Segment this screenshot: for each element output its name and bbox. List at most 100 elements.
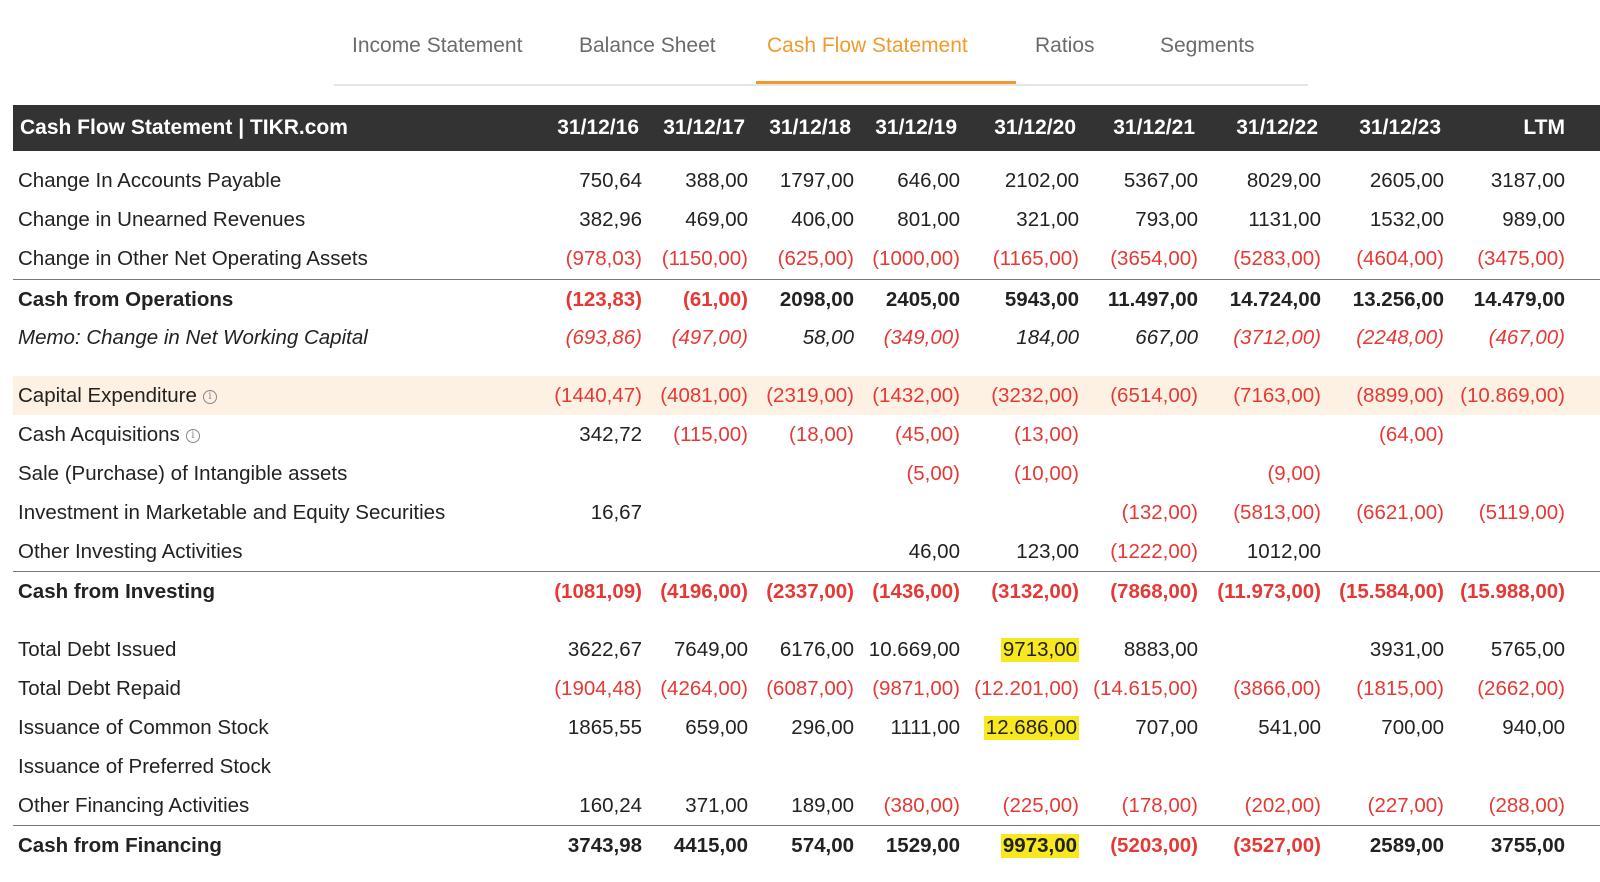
table-cell: (3527,00)	[1233, 834, 1321, 857]
table-row[interactable]: Cash from Financing 3743,98 4415,00 574,00 1…	[13, 825, 1600, 864]
tab-balance-sheet[interactable]: Balance Sheet	[579, 34, 716, 57]
table-cell: (625,00)	[777, 247, 854, 270]
table-cell: 9713,00	[1000, 638, 1079, 662]
column-header[interactable]: 31/12/20	[994, 116, 1076, 139]
info-icon[interactable]: i	[202, 389, 217, 404]
table-cell: (4196,00)	[660, 580, 748, 603]
table-cell: (11.973,00)	[1217, 580, 1321, 603]
row-label-text: Cash Acquisitions	[18, 423, 180, 446]
table-cell: (7163,00)	[1233, 384, 1321, 407]
table-cell: 4415,00	[673, 834, 748, 857]
table-row[interactable]: Change In Accounts Payable 750,64 388,00 17…	[13, 161, 1600, 200]
table-cell: (15.584,00)	[1339, 580, 1444, 603]
table-row[interactable]: Total Debt Repaid (1904,48) (4264,00) (6087…	[13, 669, 1600, 708]
table-row[interactable]: Change in Unearned Revenues 382,96 469,00 4…	[13, 200, 1600, 239]
cash-flow-table: Cash Flow Statement | TIKR.com 31/12/16 3…	[13, 105, 1600, 882]
table-cell: (123,83)	[565, 288, 642, 311]
table-row[interactable]: Sale (Purchase) of Intangible assets (5,0…	[13, 454, 1600, 493]
table-row[interactable]: Other Investing Activities 46,00 123,00 (12…	[13, 532, 1600, 571]
table-cell: (178,00)	[1121, 794, 1198, 817]
table-cell: (14.615,00)	[1093, 677, 1198, 700]
table-cell: (13,00)	[1014, 423, 1079, 446]
row-label-text: Issuance of Common Stock	[18, 716, 269, 739]
row-label: Sale (Purchase) of Intangible assets	[18, 462, 347, 486]
table-cell: (115,00)	[673, 423, 748, 446]
table-cell: (5119,00)	[1478, 501, 1565, 524]
table-row[interactable]: Cash Acquisitions i 342,72 (115,00) (18,00) (…	[13, 415, 1600, 454]
table-cell: 9973,00	[1000, 834, 1079, 858]
table-cell: (1165,00)	[992, 247, 1079, 270]
row-label: Capital Expenditure i	[18, 384, 217, 408]
table-cell: (497,00)	[671, 326, 748, 349]
row-label-text: Capital Expenditure	[18, 384, 197, 407]
column-header[interactable]: 31/12/21	[1113, 116, 1195, 139]
table-cell: 8029,00	[1246, 169, 1321, 192]
table-row[interactable]: Other Financing Activities 160,24 371,00 18…	[13, 786, 1600, 825]
tab-segments[interactable]: Segments	[1160, 34, 1255, 57]
row-label: Cash Acquisitions i	[18, 423, 200, 447]
column-header[interactable]: LTM	[1523, 116, 1565, 139]
table-cell: (1436,00)	[872, 580, 960, 603]
table-cell: (2319,00)	[766, 384, 854, 407]
table-cell: 388,00	[685, 169, 748, 192]
table-cell: 3931,00	[1369, 638, 1444, 661]
column-header[interactable]: 31/12/18	[769, 116, 851, 139]
table-row[interactable]: Cash from Investing (1081,09) (4196,00) (23…	[13, 571, 1600, 610]
table-cell: (3654,00)	[1110, 247, 1198, 270]
table-row[interactable]: Total Debt Issued 3622,67 7649,00 6176,00 10…	[13, 630, 1600, 669]
table-cell: 14.479,00	[1473, 288, 1565, 311]
table-cell: 342,72	[579, 423, 642, 446]
tab-ratios[interactable]: Ratios	[1035, 34, 1095, 57]
row-label-text: Change in Unearned Revenues	[18, 208, 306, 231]
table-cell: 12.686,00	[983, 716, 1079, 740]
table-cell: (349,00)	[883, 326, 960, 349]
table-cell: 541,00	[1258, 716, 1321, 739]
table-cell: 123,00	[1016, 540, 1079, 563]
table-row[interactable]: Investment in Marketable and Equity Secu…	[13, 493, 1600, 532]
table-cell: 3743,98	[567, 834, 642, 857]
column-header[interactable]: 31/12/16	[557, 116, 639, 139]
column-header[interactable]: 31/12/23	[1359, 116, 1441, 139]
row-label: Other Investing Activities	[18, 540, 242, 564]
table-cell: (1000,00)	[872, 247, 960, 270]
table-cell: (10.869,00)	[1460, 384, 1565, 407]
table-cell: 667,00	[1135, 326, 1198, 349]
table-cell: (9,00)	[1267, 462, 1321, 485]
table-cell: 1131,00	[1248, 208, 1321, 231]
column-header[interactable]: 31/12/17	[663, 116, 745, 139]
table-cell: (10,00)	[1014, 462, 1079, 485]
tab-income-statement[interactable]: Income Statement	[352, 34, 523, 57]
row-label-text: Other Financing Activities	[18, 794, 250, 817]
table-cell: (6087,00)	[766, 677, 854, 700]
column-header[interactable]: 31/12/19	[875, 116, 957, 139]
table-cell: 574,00	[791, 834, 854, 857]
table-cell: 2405,00	[885, 288, 960, 311]
table-row[interactable]: Issuance of Common Stock 1865,55 659,00 296…	[13, 708, 1600, 747]
row-label-text: Cash from Operations	[18, 288, 234, 311]
table-row[interactable]: Memo: Change in Net Working Capital (693,…	[13, 318, 1600, 357]
table-cell: (18,00)	[789, 423, 854, 446]
table-cell: 7649,00	[673, 638, 748, 661]
table-row[interactable]: Change in Other Net Operating Assets (978…	[13, 239, 1600, 278]
row-label: Change In Accounts Payable	[18, 169, 281, 193]
table-row[interactable]: Cash from Operations (123,83) (61,00) 2098,…	[13, 279, 1600, 318]
table-cell: (1432,00)	[872, 384, 960, 407]
table-cell: (1440,47)	[554, 384, 642, 407]
table-cell: (1815,00)	[1356, 677, 1444, 700]
tab-cash-flow-statement[interactable]: Cash Flow Statement	[767, 34, 968, 57]
table-cell: (7868,00)	[1110, 580, 1198, 603]
column-header[interactable]: 31/12/22	[1236, 116, 1318, 139]
table-row[interactable]: Capital Expenditure i (1440,47) (4081,00) (2…	[13, 376, 1600, 415]
table-row[interactable]: Issuance of Preferred Stock	[13, 747, 1600, 786]
table-cell: 13.256,00	[1352, 288, 1444, 311]
row-label-text: Investment in Marketable and Equity Secu…	[18, 501, 446, 524]
row-label: Memo: Change in Net Working Capital	[18, 326, 368, 350]
row-label-text: Total Debt Repaid	[18, 677, 181, 700]
info-icon[interactable]: i	[185, 428, 200, 443]
table-cell: (45,00)	[895, 423, 960, 446]
table-cell: 382,96	[579, 208, 642, 231]
table-cell: 296,00	[791, 716, 854, 739]
table-cell: 750,64	[579, 169, 642, 192]
row-label: Issuance of Preferred Stock	[18, 755, 271, 779]
row-label: Change in Other Net Operating Assets	[18, 247, 368, 271]
